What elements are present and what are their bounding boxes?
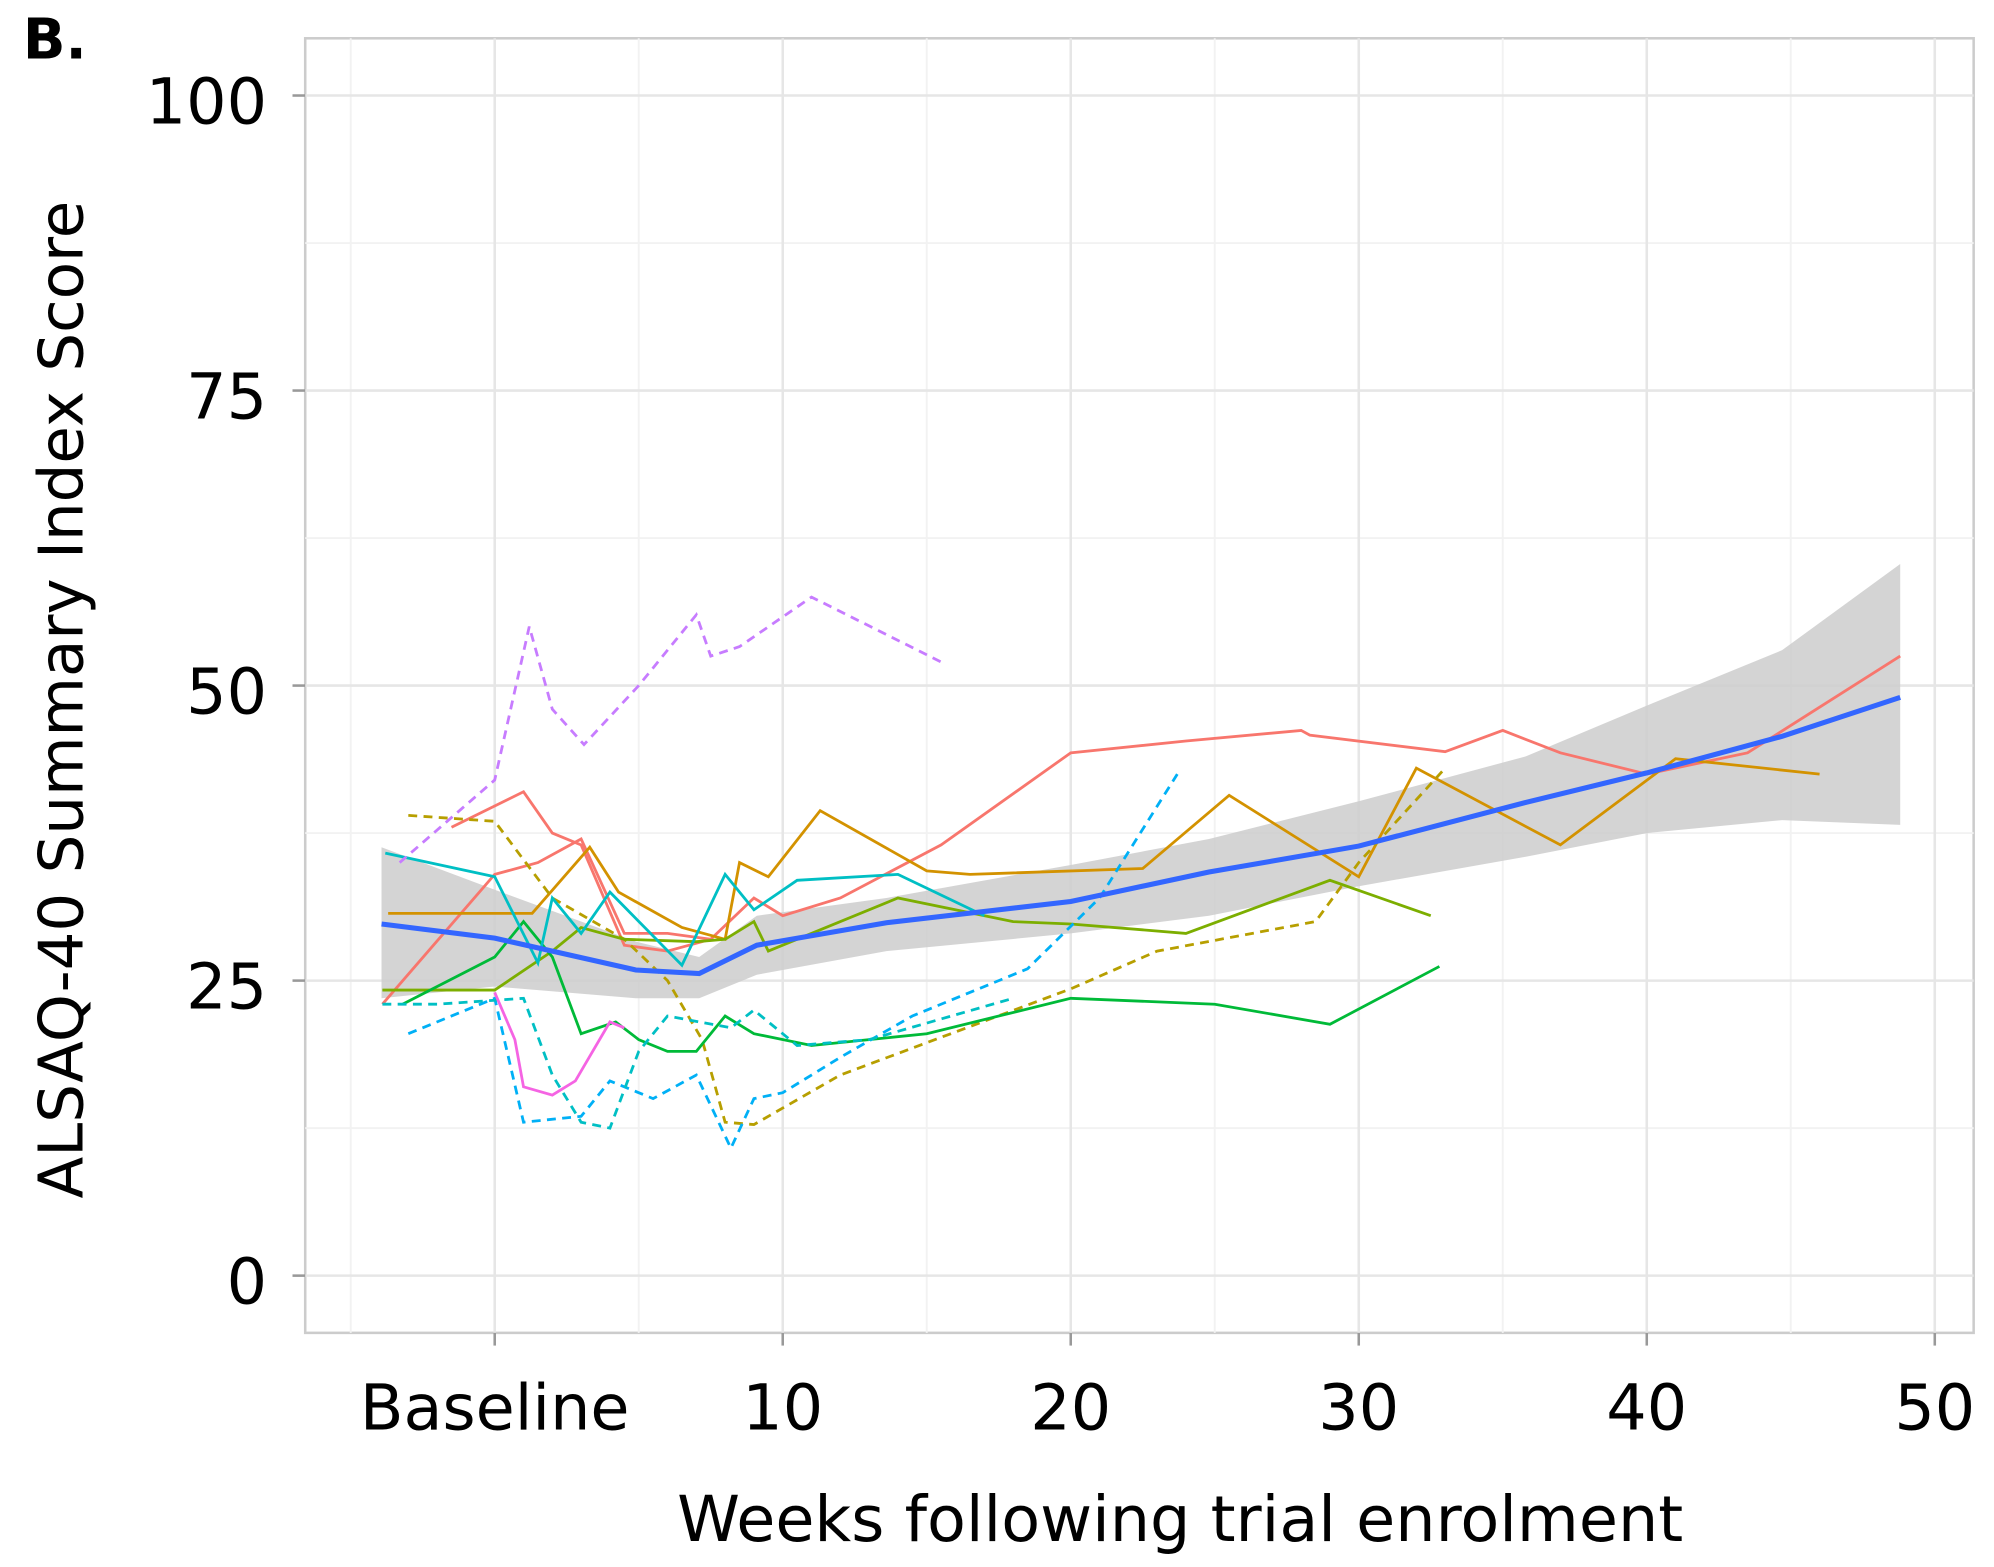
series-line (382, 878, 1432, 992)
y-axis-label: ALSAQ-40 Summary Index Score (27, 201, 98, 1199)
series-line (493, 991, 625, 1097)
x-axis-label: Weeks following trial enrolment (677, 1482, 1683, 1556)
x-tick-label: 20 (1030, 1370, 1111, 1444)
series-line (381, 654, 1901, 1006)
x-tick-label: 50 (1894, 1370, 1975, 1444)
x-tick-label: 30 (1318, 1370, 1399, 1444)
x-tick-label: Baseline (360, 1370, 630, 1444)
smooth-line (381, 694, 1902, 977)
y-tick-label: 100 (146, 64, 267, 138)
y-tick-label: 50 (186, 654, 267, 728)
x-tick-label: 40 (1606, 1370, 1687, 1444)
series-line (388, 757, 1820, 942)
series-line (382, 996, 1014, 1130)
y-tick-label: 0 (227, 1244, 267, 1318)
x-tick-label: 10 (742, 1370, 823, 1444)
panel-label: B. (23, 8, 87, 73)
y-tick-label: 75 (186, 359, 267, 433)
y-tick-label: 25 (186, 949, 267, 1023)
series-line (408, 767, 1447, 1127)
series-line (398, 595, 942, 864)
